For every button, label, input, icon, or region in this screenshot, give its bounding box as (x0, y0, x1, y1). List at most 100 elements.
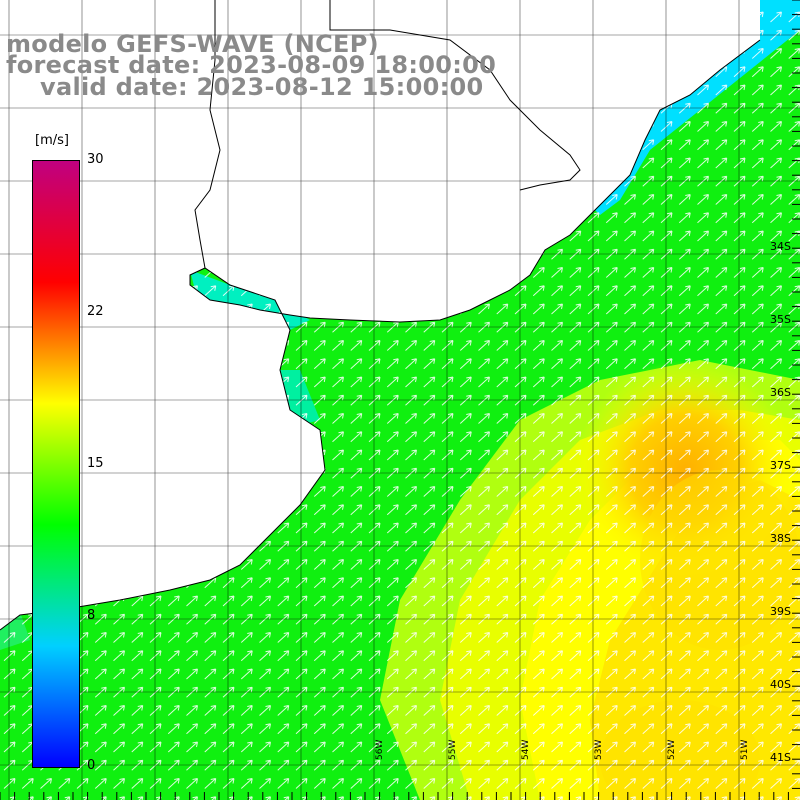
wind-arrow (770, 194, 782, 205)
wind-arrow (240, 577, 253, 589)
colorbar-tick: 0 (87, 758, 96, 773)
wind-arrow (642, 285, 655, 297)
wind-arrow (770, 522, 782, 534)
wind-arrow (350, 741, 363, 753)
colorbar-tick: 30 (87, 152, 104, 167)
wind-arrow (131, 723, 144, 735)
wind-arrow (131, 668, 144, 680)
wind-arrow (605, 431, 618, 443)
wind-arrow (624, 595, 636, 607)
wind-arrow (350, 650, 363, 662)
wind-arrow (277, 577, 290, 589)
wind-arrow (478, 449, 490, 461)
wind-arrow (113, 723, 125, 735)
wind-arrow (770, 340, 782, 351)
wind-arrow (149, 778, 162, 789)
wind-arrow (514, 668, 527, 680)
wind-arrow (441, 741, 454, 753)
wind-arrow (514, 431, 527, 443)
wind-arrow (350, 486, 363, 497)
wind-arrow (459, 577, 472, 589)
wind-arrow (186, 632, 198, 643)
colorbar-tick: 15 (87, 456, 104, 471)
wind-arrow (551, 577, 563, 589)
wind-arrow (240, 559, 253, 570)
wind-arrow (715, 705, 728, 716)
wind-arrow (678, 577, 691, 589)
wind-arrow (697, 449, 709, 461)
wind-arrow (514, 741, 527, 753)
wind-arrow (478, 340, 490, 351)
wind-arrow (605, 668, 618, 680)
wind-arrow (660, 522, 673, 534)
wind-arrow (277, 796, 290, 800)
wind-arrow (423, 449, 436, 461)
wind-arrow (678, 358, 691, 370)
wind-arrow (697, 285, 709, 297)
wind-arrow (514, 449, 527, 461)
wind-arrow (569, 723, 582, 735)
wind-arrow (514, 522, 527, 534)
wind-arrow (496, 632, 509, 643)
wind-arrow (459, 486, 472, 497)
wind-arrow (733, 376, 746, 388)
wind-arrow (660, 303, 673, 315)
wind-arrow (3, 741, 16, 753)
wind-arrow (587, 522, 600, 534)
wind-arrow (624, 285, 636, 297)
wind-arrow (149, 668, 162, 680)
wind-arrow (240, 705, 253, 716)
wind-arrow (587, 595, 600, 607)
wind-arrow (770, 157, 782, 169)
wind-arrow (332, 522, 344, 534)
wind-arrow (715, 431, 728, 443)
wind-arrow (569, 705, 582, 716)
wind-arrow (642, 486, 655, 497)
wind-arrow (277, 595, 290, 607)
wind-arrow (624, 212, 636, 224)
wind-arrow (733, 413, 746, 424)
wind-arrow (332, 358, 344, 370)
wind-arrow (131, 632, 144, 643)
wind-arrow (386, 595, 399, 607)
wind-arrow (58, 796, 71, 800)
lat-label: 41S (770, 751, 791, 764)
wind-arrow (697, 230, 709, 242)
wind-arrow (751, 486, 764, 497)
wind-arrow (715, 194, 728, 205)
wind-arrow (350, 358, 363, 370)
wind-arrow (715, 376, 728, 388)
wind-arrow (441, 577, 454, 589)
wind-arrow (715, 741, 728, 753)
wind-arrow (459, 449, 472, 461)
wind-arrow (368, 705, 381, 716)
wind-arrow (715, 285, 728, 297)
wind-arrow (660, 358, 673, 370)
wind-arrow (751, 121, 764, 132)
lon-label: 54W (521, 740, 531, 760)
wind-arrow (642, 358, 655, 370)
wind-arrow (733, 139, 746, 151)
wind-arrow (3, 668, 16, 680)
wind-arrow (350, 559, 363, 570)
wind-arrow (113, 668, 125, 680)
wind-arrow (678, 449, 691, 461)
wind-arrow (660, 559, 673, 570)
wind-arrow (715, 212, 728, 224)
wind-arrow (551, 668, 563, 680)
wind-arrow (368, 595, 381, 607)
wind-arrow (660, 668, 673, 680)
wind-arrow (405, 504, 417, 516)
wind-arrow (94, 668, 107, 680)
wind-arrow (186, 650, 198, 662)
wind-arrow (423, 796, 436, 800)
wind-arrow (733, 212, 746, 224)
wind-arrow (332, 595, 344, 607)
wind-arrow (313, 741, 326, 753)
wind-arrow (478, 486, 490, 497)
wind-arrow (368, 522, 381, 534)
wind-arrow (423, 522, 436, 534)
wind-arrow (751, 139, 764, 151)
wind-arrow (478, 796, 490, 800)
